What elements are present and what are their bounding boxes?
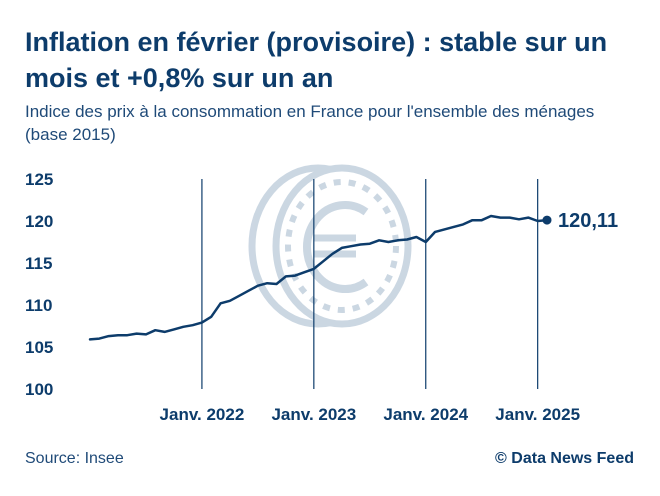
page-subtitle: Indice des prix à la consommation en Fra…	[25, 102, 595, 144]
series-line-ipc	[88, 214, 549, 341]
y-tick-label: 100	[25, 380, 53, 399]
y-tick-label: 120	[25, 212, 53, 231]
page-title: Inflation en février (provisoire) : stab…	[25, 27, 608, 93]
last-point-marker	[542, 215, 552, 225]
y-tick-label: 125	[25, 170, 53, 189]
x-tick-label: Janv. 2025	[495, 405, 580, 424]
x-tick-label: Janv. 2024	[383, 405, 468, 424]
y-tick-label: 110	[25, 296, 52, 315]
euro-coin-icon	[248, 164, 412, 328]
x-tick-label: Janv. 2022	[160, 405, 245, 424]
y-tick-label: 105	[25, 338, 53, 357]
source-note: Source: Insee	[25, 450, 124, 467]
line-chart: 100 105 110 115 120 125 Janv. 2022 Janv. 2023 J…	[25, 164, 618, 424]
last-value-label: 120,11	[558, 210, 618, 232]
x-tick-label: Janv. 2023	[271, 405, 356, 424]
credit-note: © Data News Feed	[495, 450, 634, 467]
y-tick-label: 115	[25, 254, 52, 273]
